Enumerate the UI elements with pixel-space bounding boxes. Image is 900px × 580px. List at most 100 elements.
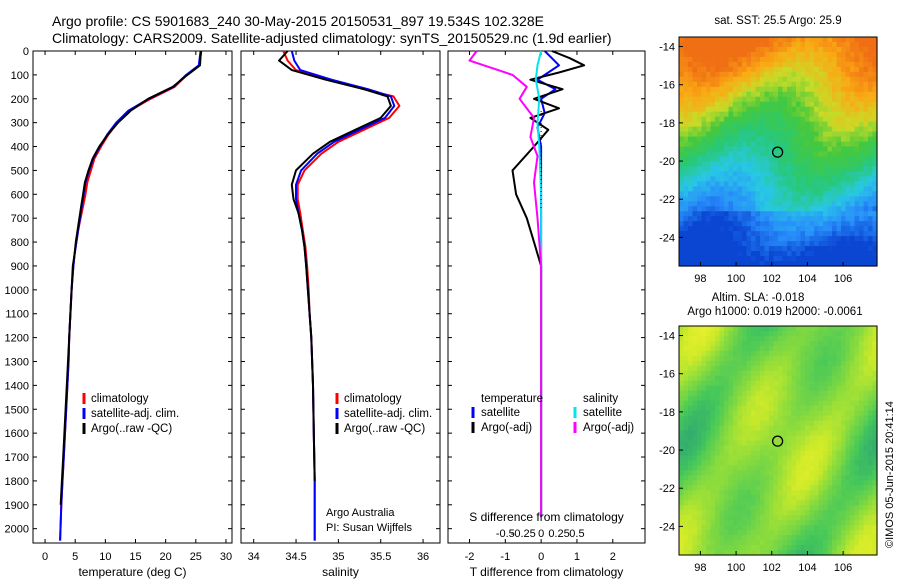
map-cell — [832, 490, 838, 496]
map-cell — [679, 146, 685, 153]
map-cell — [859, 231, 865, 237]
map-cell — [710, 251, 716, 257]
map-cell — [715, 425, 721, 432]
map-cell — [683, 221, 689, 227]
map-cell — [800, 350, 806, 357]
map-cell — [845, 46, 851, 53]
map-cell — [755, 191, 761, 197]
map-cell — [823, 450, 829, 457]
map-cell — [805, 86, 811, 93]
map-cell — [872, 405, 878, 412]
map-cell — [764, 490, 770, 496]
map-cell — [719, 485, 725, 491]
map-cell — [719, 495, 725, 501]
map-cell — [859, 166, 865, 173]
map-cell — [778, 236, 784, 242]
map-cell — [764, 400, 770, 407]
map-cell — [764, 435, 770, 442]
map-cell — [841, 61, 847, 68]
map-cell — [751, 550, 757, 556]
map-cell — [746, 415, 752, 422]
map-cell — [751, 440, 757, 447]
map-cell — [683, 116, 689, 123]
map-cell — [724, 261, 730, 267]
map-cell — [809, 525, 815, 531]
map-cell — [715, 485, 721, 491]
map-frame — [678, 325, 878, 556]
map-cell — [791, 525, 797, 531]
map-cell — [854, 201, 860, 207]
map-cell — [737, 206, 743, 212]
map-cell — [701, 216, 707, 222]
map-cell — [769, 251, 775, 257]
map-cell — [728, 385, 734, 392]
map-cell — [872, 176, 878, 182]
map-cell — [827, 91, 833, 98]
map-cell — [845, 66, 851, 73]
map-cell — [715, 435, 721, 442]
map-cell — [872, 171, 878, 177]
map-cell — [755, 445, 761, 452]
map-cell — [787, 330, 793, 337]
map-cell — [818, 365, 824, 372]
map-cell — [845, 525, 851, 531]
difference-profile-panel: -2 -1 0 1 2T difference from climatology-0.5… — [447, 50, 646, 579]
map-cell — [773, 380, 779, 387]
map-cell — [796, 405, 802, 412]
map-cell — [841, 350, 847, 357]
map-cell — [746, 76, 752, 83]
map-cell — [746, 201, 752, 207]
map-cell — [760, 126, 766, 133]
map-cell — [787, 530, 793, 536]
map-cell — [688, 261, 694, 267]
map-cell — [863, 495, 869, 501]
map-cell — [823, 430, 829, 437]
map-cell — [733, 550, 739, 556]
map-cell — [692, 256, 698, 262]
map-cell — [697, 385, 703, 392]
map-cell — [737, 385, 743, 392]
map-cell — [818, 126, 824, 133]
map-cell — [679, 76, 685, 83]
map-cell — [742, 61, 748, 68]
map-cell — [814, 450, 820, 457]
map-cell — [733, 525, 739, 531]
series-line-3 — [278, 50, 392, 481]
map-cell — [796, 490, 802, 496]
map-cell — [751, 91, 757, 98]
map-cell — [868, 206, 874, 212]
map-cell — [836, 445, 842, 452]
map-cell — [863, 465, 869, 471]
map-cell — [868, 236, 874, 242]
map-cell — [805, 335, 811, 342]
map-cell — [746, 400, 752, 407]
map-cell — [841, 256, 847, 262]
map-cell — [845, 216, 851, 222]
map-cell — [809, 445, 815, 452]
map-cell — [710, 480, 716, 486]
map-cell — [863, 236, 869, 242]
map-cell — [854, 326, 860, 332]
map-cell — [683, 106, 689, 113]
map-cell — [863, 51, 869, 58]
map-cell — [710, 430, 716, 437]
map-cell — [854, 515, 860, 521]
map-cell — [764, 360, 770, 367]
map-cell — [872, 251, 878, 257]
map-cell — [823, 76, 829, 83]
map-cell — [791, 111, 797, 118]
map-cell — [688, 236, 694, 242]
map-cell — [805, 41, 811, 48]
map-cell — [701, 450, 707, 457]
map-cell — [733, 201, 739, 207]
map-cell — [809, 420, 815, 427]
map-cell — [679, 226, 685, 232]
map-cell — [710, 91, 716, 98]
map-cell — [710, 330, 716, 337]
map-cell — [728, 236, 734, 242]
map-cell — [841, 116, 847, 123]
map-cell — [791, 251, 797, 257]
map-cell — [760, 171, 766, 177]
map-cell — [796, 201, 802, 207]
map-cell — [755, 41, 761, 48]
